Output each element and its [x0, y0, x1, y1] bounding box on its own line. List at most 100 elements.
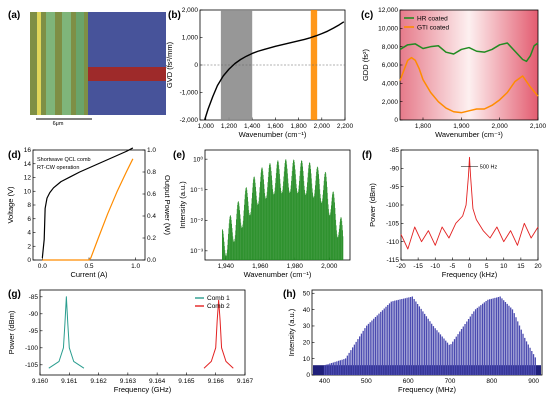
panel-h: (h) 400 500 600 700 800 900 0 10 20 30 40 50 Frequen…: [283, 289, 543, 394]
x-tick-label: 1,200: [221, 123, 238, 130]
gdd-background: [400, 10, 538, 120]
y-tick-label: 10⁻¹: [190, 187, 204, 194]
gvd-curve: [203, 21, 345, 121]
y-tick-label: 12: [24, 175, 32, 182]
x-tick-label: 1,980: [287, 263, 304, 270]
comb-2-curve: [203, 299, 234, 369]
y-tick-label: 2: [27, 243, 31, 250]
panel-f: (f) -20 -15 -10 -5 0 5 10 15 20 -115 -110 -105 -100 -…: [362, 147, 542, 279]
x-tick-label: 1,800: [290, 123, 307, 130]
x-tick-label: -10: [431, 263, 441, 270]
x-tick-label: 2,000: [314, 123, 331, 130]
spectrum-lines: [222, 159, 344, 260]
x-tick-label: 400: [319, 378, 330, 385]
photo-scale-area: [30, 115, 166, 125]
x-axis-label: Frequency (MHz): [398, 385, 456, 394]
y-tick-label: -100: [25, 345, 38, 352]
y-tick-label: 6: [27, 216, 31, 223]
y-tick-label: 16: [24, 147, 32, 154]
x-tick-label: 15: [517, 263, 525, 270]
x-tick-label: 500: [361, 378, 372, 385]
panel-label-h: (h): [283, 289, 296, 300]
x-tick-label: 900: [528, 378, 539, 385]
y-tick-label: 0: [394, 117, 398, 124]
x-tick-label: 2,200: [337, 123, 354, 130]
y-tick-label: 12,000: [378, 7, 398, 14]
gdd-series-1: [399, 42, 539, 63]
x-tick-label: 20: [534, 263, 542, 270]
panel-label-a: (a): [8, 10, 20, 21]
y-tick-label: -2,000: [180, 117, 199, 124]
y-tick-label: -85: [390, 147, 400, 154]
y-tick-label: 50: [303, 290, 311, 297]
y-axis-label: Voltage (V): [6, 186, 15, 224]
x-tick-label: 1,800: [415, 123, 432, 130]
y-tick-label: 30: [303, 323, 311, 330]
y2-tick-label: 0.2: [147, 235, 156, 242]
panel-e: (e) 1,940 1,960 1,980 2,000 10⁰ 10⁻¹ 10⁻² 10⁻³ W…: [173, 149, 351, 279]
x-tick-label: -5: [449, 263, 455, 270]
panel-c: (c) 1,800 1,900 2,000 2,100 0 2,000 4,000 6,000…: [361, 7, 547, 139]
x-tick-label: 9.161: [61, 378, 78, 385]
x-tick-label: 1,940: [218, 263, 235, 270]
y2-tick-label: 0.6: [147, 191, 156, 198]
photo-green-stripe-1: [46, 12, 55, 125]
panel-annotation: Shortwave QCL comb: [37, 157, 91, 163]
x-tick-label: 9.166: [208, 378, 225, 385]
panel-g: (g) 9.160 9.161 9.162 9.163 9.164 9.165 9.166 9…: [7, 289, 254, 394]
x-tick-label: 1.0: [131, 263, 140, 270]
x-tick-label: -15: [413, 263, 423, 270]
x-tick-label: 800: [486, 378, 497, 385]
y-tick-label: -90: [390, 166, 400, 173]
panel-label-c: (c): [361, 10, 373, 21]
x-axis-label: Frequency (GHz): [114, 385, 172, 394]
x-tick-label: 1,000: [198, 123, 215, 130]
y-tick-label: -105: [386, 221, 399, 228]
y-tick-label: 40: [303, 307, 311, 314]
x-tick-label: 1,900: [453, 123, 470, 130]
photo-green-stripe-2: [62, 12, 71, 125]
y-tick-label: 1,000: [182, 35, 199, 42]
legend-label: Comb 1: [207, 295, 230, 302]
y-axis-label: Intensity (a.u.): [287, 308, 296, 356]
y-tick-label: 10: [303, 356, 311, 363]
x-tick-label: 1,960: [252, 263, 269, 270]
y2-tick-label: 0.4: [147, 213, 156, 220]
x-axis-label: Wavenumber (cm⁻¹): [244, 270, 312, 279]
photo-green-stripe-3: [76, 12, 84, 125]
x-tick-label: 9.167: [237, 378, 254, 385]
y-tick-label: 0: [306, 372, 310, 379]
y-tick-label: 0: [27, 257, 31, 264]
x-tick-label: 2,100: [530, 123, 547, 130]
y-axis-label: GVD (fs²/mm): [165, 41, 174, 88]
comb-1-curve: [48, 296, 85, 369]
y-axis-label: GDD (fs²): [361, 48, 370, 81]
y-tick-label: 2,000: [182, 7, 199, 14]
panel-label-d: (d): [8, 150, 21, 161]
legend-label: GTI coated: [417, 24, 450, 31]
gdd-series-2: [399, 56, 539, 114]
y-tick-label: -95: [29, 328, 39, 335]
y-tick-label: -95: [390, 184, 400, 191]
legend-label: Comb 2: [207, 303, 230, 310]
y-tick-label: -85: [29, 294, 39, 301]
x-tick-label: 2,000: [321, 263, 338, 270]
panel-label-g: (g): [8, 289, 21, 300]
y-tick-label: 2,000: [382, 99, 399, 106]
x-tick-label: 700: [445, 378, 456, 385]
y2-axis-label: Output Power (W): [163, 175, 172, 236]
panel-label-e: (e): [173, 150, 185, 161]
y-tick-label: 8: [27, 202, 31, 209]
panel-b: (b) 1,000 1,200 1,400 1,600 1,800 2,000 2,200 -…: [165, 7, 354, 139]
y-tick-label: -1,000: [180, 90, 199, 97]
x-tick-label: -20: [396, 263, 406, 270]
power-curve: [42, 158, 134, 261]
y-tick-label: -105: [25, 362, 38, 369]
y-tick-label: 14: [24, 161, 32, 168]
x-tick-label: 9.163: [120, 378, 137, 385]
panel-a: (a) 6μm: [8, 10, 166, 127]
x-axis-label: Frequency (kHz): [442, 270, 498, 279]
panel-label-b: (b): [168, 10, 181, 21]
y-tick-label: 0: [194, 62, 198, 69]
x-tick-label: 9.160: [32, 378, 49, 385]
